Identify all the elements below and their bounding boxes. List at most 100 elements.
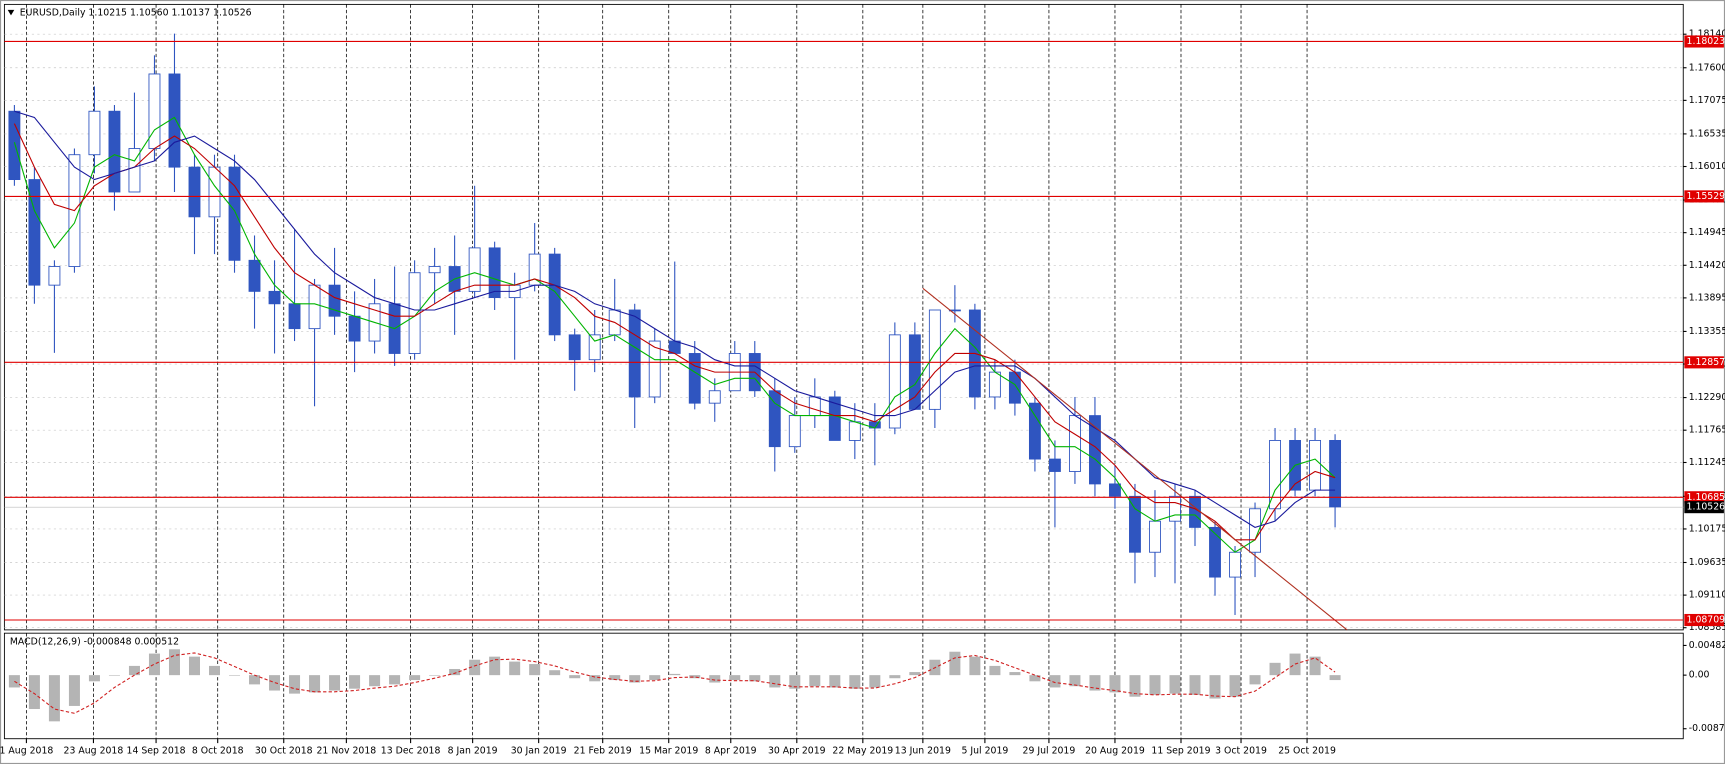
candle-body: [1149, 520, 1161, 553]
candle-body: [568, 334, 581, 361]
x-tick-label: 8 Oct 2018: [192, 745, 244, 756]
level-label-box: [1684, 491, 1724, 504]
level-label: 1.18023: [1687, 36, 1725, 47]
level-label-box: [1684, 613, 1724, 627]
y-tick-label: 1.11245: [1689, 457, 1725, 468]
macd-bar: [889, 675, 901, 679]
macd-bar: [689, 675, 701, 679]
candle-body: [28, 179, 41, 286]
macd-bar: [269, 675, 281, 691]
macd-bar: [969, 656, 981, 676]
x-tick-label: 30 Oct 2018: [255, 745, 313, 756]
level-label-box: [1684, 190, 1724, 203]
candle-body: [408, 272, 421, 354]
candle-body: [668, 340, 681, 354]
candle-body: [1209, 526, 1221, 578]
macd-bar: [609, 675, 621, 681]
candle-body: [948, 309, 961, 312]
moving-average: [13, 116, 1336, 553]
y-tick-label: 1.08585: [1689, 622, 1725, 633]
x-tick-label: 5 Jul 2019: [961, 745, 1008, 756]
level-label: 1.10685: [1687, 492, 1725, 503]
macd-bar: [168, 649, 180, 676]
candle-body: [328, 284, 341, 317]
macd-bar: [289, 675, 301, 694]
macd-bar: [1049, 675, 1061, 688]
x-tick-label: 21 Feb 2019: [574, 745, 632, 756]
candle-body: [1048, 458, 1061, 472]
macd-bar: [68, 675, 80, 706]
x-tick-label: 21 Nov 2018: [317, 745, 377, 756]
candle-body: [288, 303, 301, 330]
x-tick-label: 15 Mar 2019: [639, 745, 698, 756]
candle-body: [428, 266, 441, 274]
macd-bar: [949, 651, 961, 676]
macd-bar: [8, 675, 20, 688]
candle-body: [928, 309, 941, 410]
macd-bar: [469, 659, 481, 676]
candle-body: [1089, 415, 1101, 485]
y-tick-label: 1.16010: [1689, 161, 1725, 172]
candle-body: [128, 148, 141, 193]
macd-bar: [188, 656, 200, 676]
x-tick-label: 13 Jun 2019: [895, 745, 951, 756]
macd-bar: [369, 675, 381, 687]
x-tick-label: 20 Aug 2019: [1085, 745, 1145, 756]
candle-body: [1189, 495, 1201, 528]
candle-body: [648, 340, 661, 398]
candle-body: [1309, 439, 1322, 491]
candle-body: [148, 73, 161, 149]
candle-body: [788, 415, 801, 448]
candle-body: [808, 396, 821, 417]
macd-bar: [909, 672, 921, 676]
macd-bar: [829, 675, 841, 688]
macd-bar: [569, 675, 581, 679]
x-tick-label: 8 Apr 2019: [705, 745, 757, 756]
candle-body: [468, 247, 481, 292]
x-tick-label: 3 Oct 2019: [1215, 745, 1267, 756]
candle-body: [168, 73, 181, 168]
macd-bar: [809, 675, 821, 687]
candle-body: [308, 284, 321, 330]
macd-bar: [989, 665, 1001, 676]
y-tick-label: 1.09635: [1689, 557, 1725, 568]
macd-bar: [489, 656, 501, 676]
macd-bar: [1329, 675, 1341, 681]
candle-body: [1169, 495, 1181, 522]
candle-body: [908, 334, 921, 410]
macd-bar: [128, 665, 140, 676]
moving-average: [13, 123, 1336, 541]
macd-bar: [329, 675, 341, 691]
candle-body: [548, 253, 561, 336]
x-tick-label: 1 Aug 2018: [0, 745, 53, 756]
macd-bar: [148, 653, 160, 676]
macd-bar: [249, 675, 261, 685]
collapse-arrow: [7, 9, 15, 16]
y-tick-label: 1.12290: [1689, 392, 1725, 403]
candle-body: [268, 290, 281, 305]
macd-bar: [729, 675, 741, 681]
candle-body: [228, 166, 241, 261]
y-tick-label: 1.17600: [1689, 62, 1725, 73]
x-tick-label: 22 May 2019: [832, 745, 893, 756]
macd-bar: [789, 675, 801, 689]
candle-body: [248, 259, 261, 292]
candle-body: [188, 166, 201, 218]
y-tick-label: 1.10175: [1689, 523, 1725, 534]
y-tick-label: 0.004822: [1689, 640, 1725, 651]
macd-signal: [14, 652, 1336, 714]
y-tick-label: -0.00870: [1689, 723, 1725, 734]
candle-body: [48, 266, 61, 286]
x-tick-label: 25 Oct 2019: [1278, 745, 1336, 756]
macd-bar: [749, 675, 761, 682]
y-tick-label: 1.16535: [1689, 128, 1725, 139]
macd-bar: [1169, 675, 1181, 694]
candle-body: [708, 390, 721, 404]
current-price-box: [1684, 501, 1724, 514]
y-tick-label: 1.13355: [1689, 326, 1725, 337]
macd-bar: [309, 675, 321, 693]
candle-body: [1109, 483, 1121, 497]
macd-bar: [1289, 653, 1301, 676]
level-label-box: [1684, 356, 1724, 369]
